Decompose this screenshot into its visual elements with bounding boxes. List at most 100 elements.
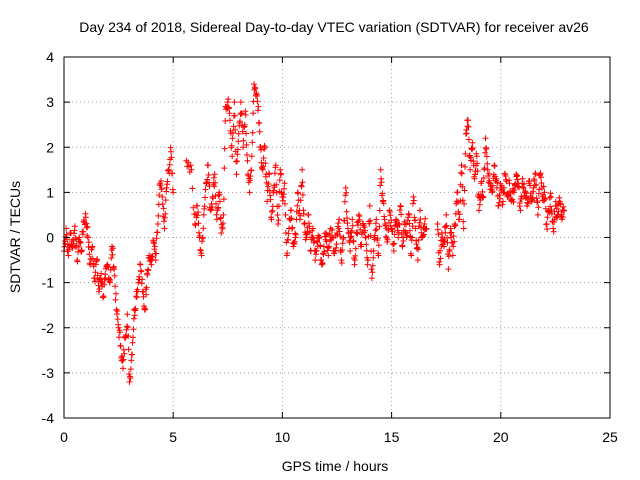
data-point xyxy=(377,166,384,173)
data-point xyxy=(420,232,426,239)
data-point xyxy=(465,123,472,130)
data-point xyxy=(340,234,347,241)
data-point xyxy=(443,211,450,218)
data-point xyxy=(215,204,222,211)
data-point xyxy=(292,231,299,238)
data-point xyxy=(375,252,382,259)
data-point xyxy=(473,153,480,160)
data-point xyxy=(107,276,114,283)
data-point xyxy=(220,211,227,218)
data-point xyxy=(121,350,128,357)
data-point xyxy=(460,218,467,225)
data-point xyxy=(130,326,137,333)
data-point xyxy=(239,128,246,135)
data-point xyxy=(201,203,208,210)
y-tick-label: 1 xyxy=(46,184,54,200)
data-point xyxy=(460,225,467,232)
data-point xyxy=(366,220,373,227)
data-point xyxy=(297,197,304,204)
data-point xyxy=(249,129,256,136)
data-point xyxy=(242,111,249,118)
data-point xyxy=(480,175,487,181)
data-point xyxy=(260,163,267,170)
data-point xyxy=(441,243,447,250)
data-point xyxy=(458,170,465,177)
data-point xyxy=(216,198,223,205)
data-point xyxy=(211,171,218,178)
data-point xyxy=(213,200,219,207)
data-point xyxy=(399,243,406,250)
data-point xyxy=(243,141,250,148)
data-point xyxy=(437,255,444,262)
data-point xyxy=(130,334,136,341)
data-point xyxy=(402,229,409,236)
data-point xyxy=(170,189,177,196)
data-point xyxy=(62,240,69,247)
y-tick-label: -2 xyxy=(42,320,55,336)
data-point xyxy=(125,346,132,353)
data-point xyxy=(144,271,151,278)
data-point xyxy=(511,187,518,194)
data-point xyxy=(452,222,459,229)
data-points xyxy=(61,81,568,385)
data-point xyxy=(482,149,489,156)
data-point xyxy=(387,212,394,219)
data-point xyxy=(195,209,202,216)
data-point xyxy=(559,214,566,220)
data-point xyxy=(89,243,96,250)
data-point xyxy=(374,235,381,242)
data-point xyxy=(94,256,101,263)
data-point xyxy=(267,196,274,203)
y-tick-label: 4 xyxy=(46,49,54,65)
data-point xyxy=(494,179,501,186)
data-point xyxy=(343,189,350,196)
data-point xyxy=(404,232,411,239)
data-point xyxy=(367,217,374,224)
data-point xyxy=(313,248,320,255)
data-point xyxy=(87,261,94,268)
data-point xyxy=(154,221,161,227)
data-point xyxy=(555,208,562,215)
data-point xyxy=(376,223,383,230)
data-point xyxy=(439,234,446,240)
data-point xyxy=(254,93,261,99)
data-point xyxy=(168,154,175,161)
data-point xyxy=(244,151,250,158)
data-point xyxy=(454,189,461,196)
data-point xyxy=(205,162,212,169)
data-point xyxy=(406,227,413,234)
data-point xyxy=(111,272,118,279)
data-point xyxy=(369,262,376,269)
data-point xyxy=(348,233,355,240)
data-point xyxy=(92,278,98,285)
data-point xyxy=(265,181,272,187)
data-point xyxy=(550,228,557,235)
data-point xyxy=(321,248,328,255)
data-point xyxy=(514,176,521,183)
data-point xyxy=(372,227,379,234)
data-point xyxy=(450,233,457,240)
data-point xyxy=(376,207,383,214)
data-point xyxy=(77,239,84,246)
data-point xyxy=(216,191,223,198)
data-point xyxy=(335,225,342,232)
data-point xyxy=(202,194,209,201)
x-tick-label: 20 xyxy=(493,429,509,445)
data-point xyxy=(252,85,259,92)
data-point xyxy=(237,99,244,106)
data-point xyxy=(153,250,160,257)
data-point xyxy=(474,168,481,175)
data-point xyxy=(116,329,123,336)
data-point xyxy=(447,225,454,232)
data-point xyxy=(333,241,340,248)
data-point xyxy=(412,225,419,232)
data-point xyxy=(406,220,413,227)
data-point xyxy=(281,180,288,187)
data-point xyxy=(377,182,384,189)
data-point xyxy=(300,210,307,217)
data-point xyxy=(338,260,345,266)
data-point xyxy=(185,159,192,166)
data-point xyxy=(275,203,282,210)
data-point xyxy=(420,231,427,238)
data-point xyxy=(400,238,407,244)
